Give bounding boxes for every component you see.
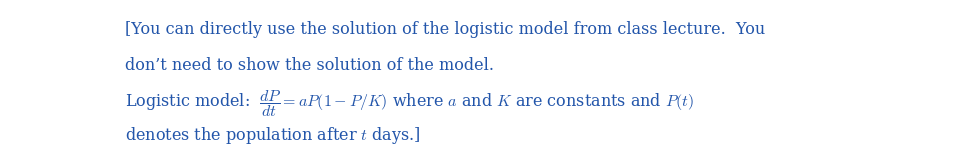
Text: denotes the population after $t$ days.]: denotes the population after $t$ days.] (125, 125, 421, 146)
Text: [You can directly use the solution of the logistic model from class lecture.  Yo: [You can directly use the solution of th… (125, 21, 766, 38)
Text: don’t need to show the solution of the model.: don’t need to show the solution of the m… (125, 58, 495, 74)
Text: Logistic model:  $\dfrac{dP}{dt} = aP(1 - P/K)$ where $a$ and $K$ are constants : Logistic model: $\dfrac{dP}{dt} = aP(1 -… (125, 89, 695, 119)
